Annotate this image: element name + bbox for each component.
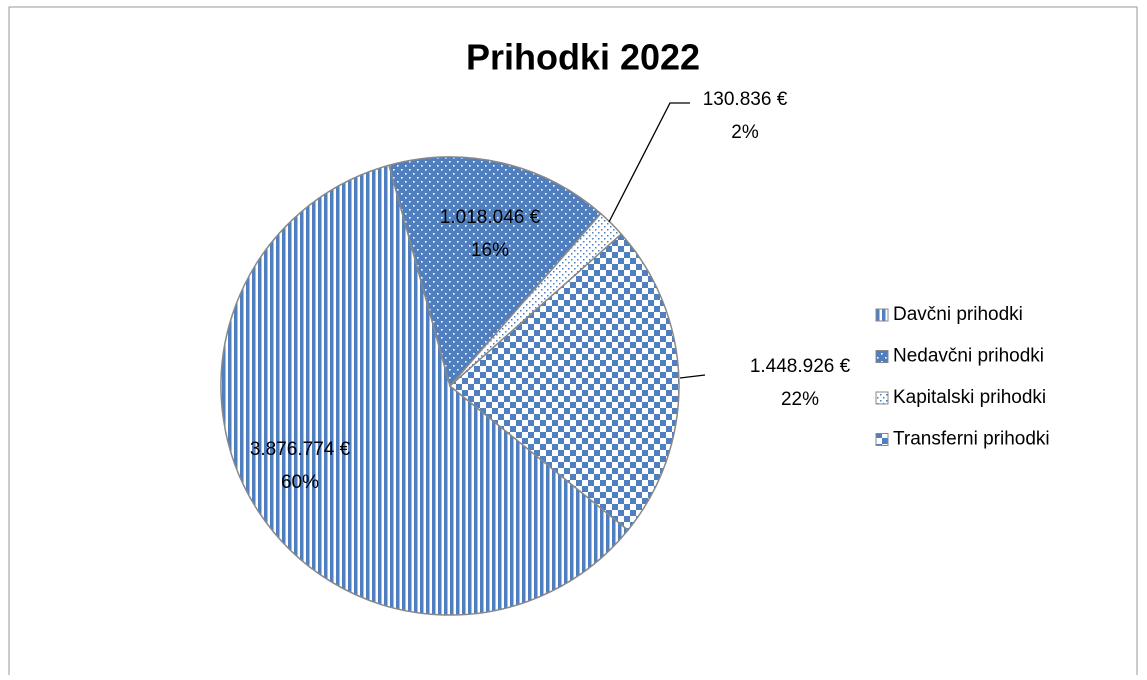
pie-slice [220, 164, 630, 616]
legend-swatch [875, 433, 889, 446]
data-label: 3.876.774 € [250, 439, 351, 460]
data-label: 1.448.926 € [750, 356, 851, 377]
legend-swatch [875, 350, 889, 363]
pie-slice [388, 156, 602, 388]
data-label-percent: 2% [731, 122, 759, 143]
chart-title: Prihodki 2022 [466, 37, 700, 78]
legend-swatch [875, 391, 889, 405]
leader-line [608, 102, 690, 223]
legend-label: Nedavčni prihodki [893, 346, 1044, 367]
data-label-percent: 22% [781, 389, 819, 410]
legend-label: Kapitalski prihodki [893, 387, 1046, 408]
data-label: 130.836 € [703, 89, 788, 110]
pie-slice [448, 233, 680, 532]
leader-line [679, 374, 706, 379]
legend-label: Davčni prihodki [893, 304, 1023, 325]
legend-label: Transferni prihodki [893, 429, 1050, 450]
data-label: 1.018.046 € [440, 207, 541, 228]
data-label-percent: 60% [281, 472, 319, 493]
legend-swatch [875, 308, 889, 322]
data-label-percent: 16% [471, 240, 509, 261]
